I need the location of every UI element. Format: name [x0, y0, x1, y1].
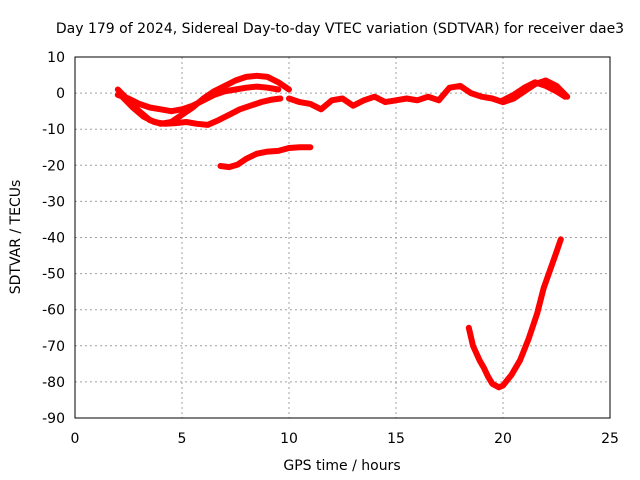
y-tick-label: -20 [42, 158, 65, 174]
chart-title: Day 179 of 2024, Sidereal Day-to-day VTE… [56, 21, 624, 37]
y-axis-label: SDTVAR / TECUs [8, 180, 24, 295]
x-tick-label: 20 [494, 431, 512, 447]
plot-frame [74, 56, 611, 419]
y-tick-label: -90 [42, 411, 65, 427]
x-tick-label: 0 [71, 431, 80, 447]
series-line-track-g [465, 236, 564, 391]
series-line-track-f [500, 79, 569, 104]
y-tick-label: 0 [56, 86, 65, 102]
y-tick-label: -60 [42, 303, 65, 319]
x-tick-label: 5 [178, 431, 187, 447]
y-tick-label: -80 [42, 375, 65, 391]
series-line-track-b [114, 83, 282, 115]
y-tick-label: 10 [47, 50, 65, 66]
series-group [114, 72, 571, 391]
x-axis: 0 5 10 15 20 25 [71, 431, 619, 447]
y-tick-label: -50 [42, 267, 65, 283]
y-tick-label: -40 [42, 231, 65, 247]
x-tick-label: 15 [387, 431, 405, 447]
x-tick-label: 10 [280, 431, 298, 447]
y-axis: 10 0 -10 -20 -30 -40 -50 -60 -70 -80 -90 [42, 50, 65, 427]
series-line-track-c [119, 93, 284, 128]
y-tick-label: -70 [42, 339, 65, 355]
x-tick-label: 25 [601, 431, 619, 447]
x-axis-label: GPS time / hours [283, 458, 400, 474]
y-tick-label: -30 [42, 194, 65, 210]
y-tick-label: -10 [42, 122, 65, 138]
series-line-track-d [217, 144, 314, 171]
